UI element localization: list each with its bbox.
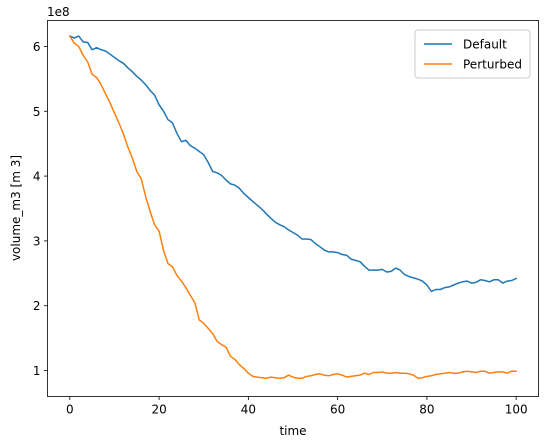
y-tick-label: 4 <box>33 170 41 184</box>
series-line-default <box>68 35 518 293</box>
y-axis-ticks: 1 2 3 4 5 6 <box>33 40 48 378</box>
x-tick-label: 40 <box>241 403 256 417</box>
x-tick-label: 80 <box>419 403 434 417</box>
plot-frame <box>47 20 539 397</box>
legend-box <box>414 29 531 79</box>
legend-label-default: Default <box>463 38 507 52</box>
y-axis-label: volume_m3 [m 3] <box>9 155 23 261</box>
y-tick-label: 2 <box>33 299 41 313</box>
y-tick-label: 1 <box>33 364 41 378</box>
legend: Default Perturbed <box>414 29 531 79</box>
legend-label-perturbed: Perturbed <box>463 58 522 72</box>
y-tick-label: 3 <box>33 234 41 248</box>
y-tick-label: 6 <box>33 40 41 54</box>
x-tick-label: 0 <box>66 403 74 417</box>
x-tick-label: 60 <box>330 403 345 417</box>
y-axis-offset-label: 1e8 <box>47 5 70 19</box>
x-axis-label: time <box>279 424 306 438</box>
y-tick-label: 5 <box>33 105 41 119</box>
series-layer <box>68 35 518 380</box>
x-tick-label: 20 <box>151 403 166 417</box>
x-axis-ticks: 0 20 40 60 80 100 <box>66 396 528 417</box>
x-tick-label: 100 <box>505 403 528 417</box>
plot-area <box>47 20 539 397</box>
series-line-perturbed <box>68 35 517 380</box>
